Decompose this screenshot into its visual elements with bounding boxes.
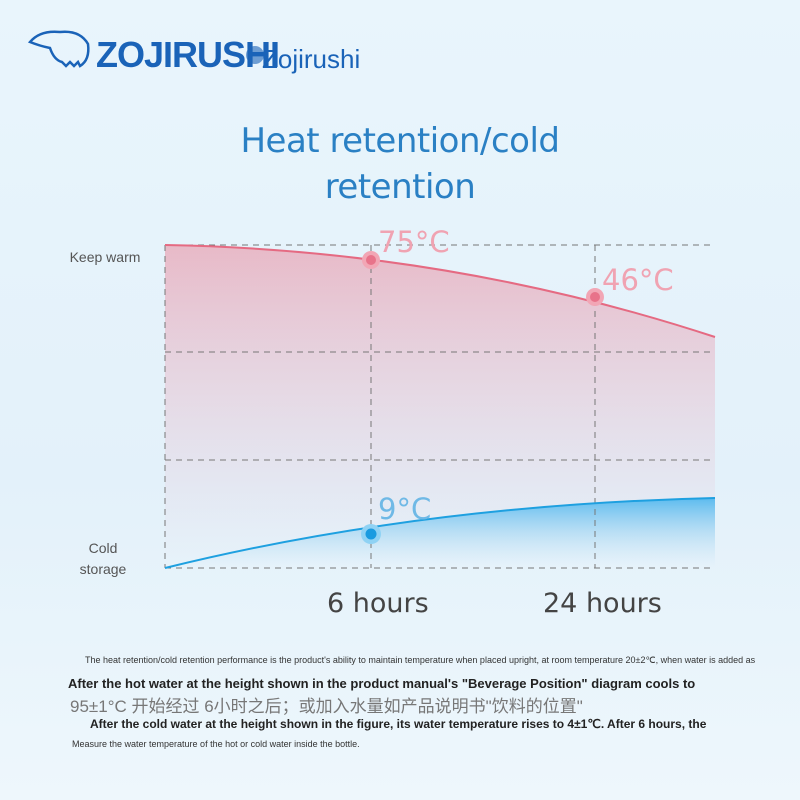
cold-area — [165, 498, 715, 568]
warm-point — [590, 292, 600, 302]
warm-curve — [164, 244, 716, 338]
note: 95±1°C 开始经过 6小时之后；或加入水量如产品说明书"饮料的位置" — [70, 697, 583, 716]
warm-point — [366, 255, 376, 265]
title: Heat retention/cold retention — [240, 121, 560, 207]
y-label: Cold storage — [79, 540, 127, 577]
y-label: Keep warm — [69, 249, 141, 265]
warm-area — [165, 245, 715, 568]
x-label: 6 hours — [327, 588, 429, 619]
brand-alt: Zojirushi — [262, 44, 361, 74]
x-label: 24 hours — [543, 588, 662, 619]
point-label: 46°C — [602, 263, 674, 297]
point-label: 75°C — [378, 225, 450, 259]
logo-dot — [246, 46, 264, 64]
point-label: 9°C — [378, 492, 432, 526]
note: The heat retention/cold retention perfor… — [85, 655, 756, 665]
logo-icon — [27, 30, 90, 68]
note: Measure the water temperature of the hot… — [72, 739, 360, 749]
note: After the cold water at the height shown… — [90, 717, 707, 731]
note: After the hot water at the height shown … — [68, 676, 696, 691]
brand: ZOJIRUSHI — [96, 34, 280, 75]
cold-curve — [164, 497, 716, 569]
grid — [164, 244, 715, 569]
cold-point — [365, 528, 377, 540]
